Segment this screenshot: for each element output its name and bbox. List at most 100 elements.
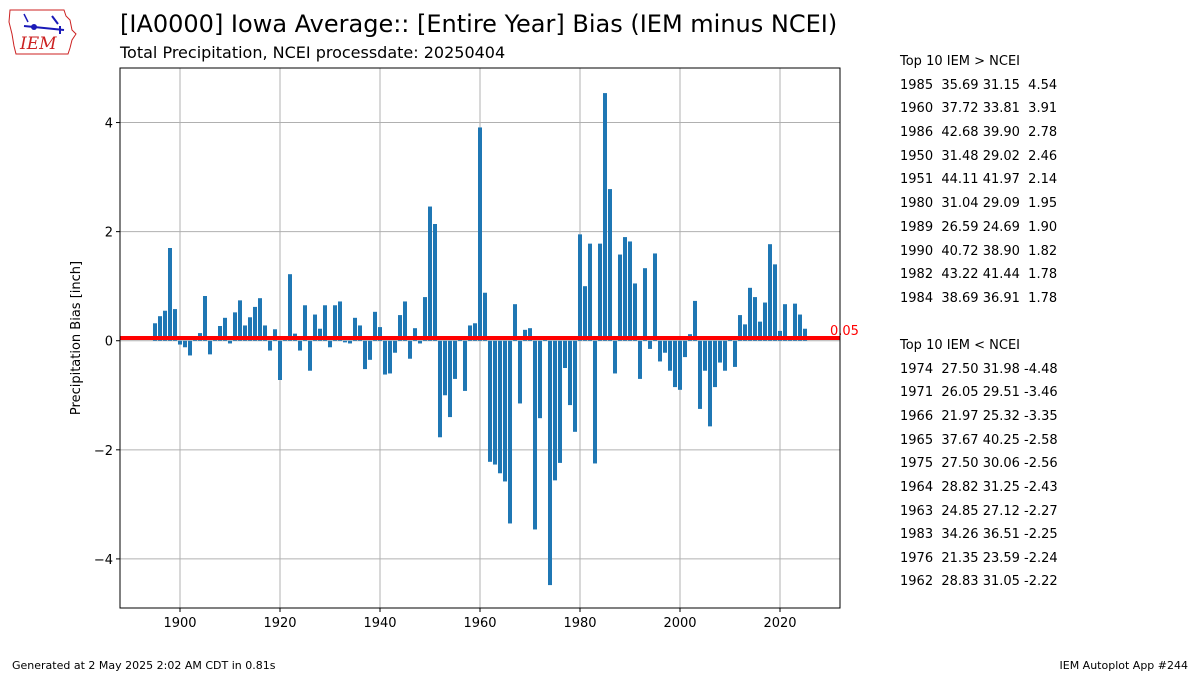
top-high-row: 1980 31.04 29.09 1.95 (900, 196, 1058, 211)
bias-bar (668, 340, 672, 371)
bias-bar (278, 340, 282, 380)
bias-bar (308, 340, 312, 371)
bias-bar (738, 315, 742, 341)
top-low-row: 1974 27.50 31.98 -4.48 (900, 362, 1058, 377)
bias-bar (338, 301, 342, 341)
bias-bar (733, 340, 737, 367)
bias-bar (153, 323, 157, 341)
bias-bar (463, 340, 467, 391)
iem-logo: IEM (6, 4, 80, 60)
bias-bar (313, 314, 317, 341)
top-low-row: 1962 28.83 31.05 -2.22 (900, 574, 1058, 589)
bias-bar (608, 189, 612, 341)
top-high-row: 1950 31.48 29.02 2.46 (900, 149, 1058, 164)
top-low-row: 1964 28.82 31.25 -2.43 (900, 480, 1058, 495)
bias-bar (318, 328, 322, 341)
bias-bar (763, 302, 767, 341)
bias-bar (158, 316, 162, 341)
bias-bar (263, 325, 267, 341)
bias-bar (643, 268, 647, 341)
bias-bar (383, 340, 387, 375)
bias-bar (363, 340, 367, 370)
bias-bar (528, 328, 532, 341)
bias-bar (483, 292, 487, 341)
bias-bar (358, 325, 362, 341)
top-low-row: 1976 21.35 23.59 -2.24 (900, 551, 1058, 566)
x-tick-label: 1920 (263, 616, 296, 631)
bias-bar (593, 340, 597, 464)
bias-bar (283, 339, 287, 341)
bias-bar (163, 310, 167, 341)
top-high-row: 1951 44.11 41.97 2.14 (900, 172, 1058, 187)
bias-bar (498, 340, 502, 474)
bias-bar (713, 340, 717, 388)
bias-bar (533, 340, 537, 530)
bias-bar (633, 283, 637, 341)
top-low-row: 1963 24.85 27.12 -2.27 (900, 504, 1058, 519)
bias-bar (173, 309, 177, 341)
bias-bar (788, 339, 792, 341)
bias-bar (663, 340, 667, 353)
bias-bar (443, 340, 447, 396)
bias-bar (388, 340, 392, 374)
bias-bar (748, 287, 752, 341)
top-high-row: 1982 43.22 41.44 1.78 (900, 267, 1058, 282)
x-tick-label: 1980 (563, 616, 596, 631)
bias-bar (493, 340, 497, 465)
bias-bar (273, 329, 277, 341)
top-high-row: 1986 42.68 39.90 2.78 (900, 125, 1058, 140)
bias-bar (773, 264, 777, 341)
bias-bar (268, 340, 272, 351)
bias-bar (753, 297, 757, 341)
bias-bar (673, 340, 677, 388)
bias-bar (218, 326, 222, 341)
bias-bar (578, 234, 582, 341)
bias-bar (783, 304, 787, 341)
bias-bar (758, 321, 762, 341)
bias-bar (378, 327, 382, 341)
bias-bar (348, 340, 352, 344)
bias-bar (193, 339, 197, 341)
bias-bar (203, 296, 207, 341)
bias-bar (303, 305, 307, 341)
y-axis-label: Precipitation Bias [inch] (69, 261, 84, 415)
bias-bar (433, 224, 437, 341)
bias-bar (223, 317, 227, 341)
bias-bar (178, 340, 182, 345)
bias-bar (723, 340, 727, 371)
bias-bar (563, 340, 567, 368)
bias-bar (168, 248, 172, 341)
bias-bar (488, 340, 492, 462)
bias-bar (208, 340, 212, 355)
bias-bar (618, 254, 622, 341)
bias-bar (188, 340, 192, 356)
bias-bar (638, 340, 642, 379)
bias-bar (453, 340, 457, 379)
bias-bar (183, 340, 187, 348)
x-tick-label: 1960 (463, 616, 496, 631)
y-tick-label: −4 (94, 553, 113, 568)
bias-bar (778, 330, 782, 341)
bias-bar (423, 297, 427, 341)
bias-bar (658, 340, 662, 362)
bar-series (153, 93, 807, 586)
bias-bar (428, 206, 432, 341)
bias-bar (558, 340, 562, 463)
bias-bar (568, 340, 572, 406)
bias-bar (683, 340, 687, 358)
bias-bar (398, 315, 402, 341)
bias-bar (653, 253, 657, 341)
bias-bar (298, 340, 302, 351)
bias-bar (628, 241, 632, 341)
bias-bar (678, 340, 682, 390)
bias-bar (353, 317, 357, 341)
bias-bar (513, 304, 517, 341)
bias-bar (323, 305, 327, 341)
top-high-row: 1984 38.69 36.91 1.78 (900, 291, 1058, 306)
bias-bar (613, 340, 617, 374)
bias-bar (728, 339, 732, 341)
bias-bar (573, 340, 577, 432)
bias-bar (693, 300, 697, 341)
bias-bar (623, 237, 627, 341)
bias-bar (238, 300, 242, 341)
